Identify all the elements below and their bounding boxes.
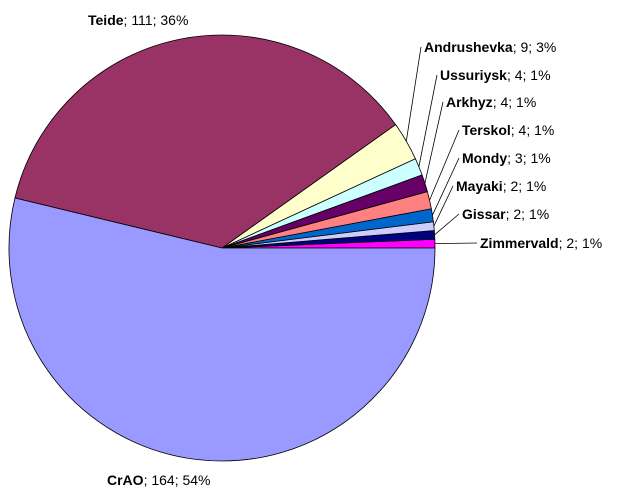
leader-line [432,157,460,216]
slice-value: 164 [151,472,175,488]
slice-percent: 1% [582,235,602,251]
separator: ; [559,235,567,251]
slice-label: CrAO; 164; 54% [107,472,211,488]
slice-name: Gissar [462,206,506,222]
leader-line [405,46,422,142]
slice-value: 2 [510,178,518,194]
slice-percent: 54% [182,472,210,488]
separator: ; [175,472,183,488]
slice-label: Teide; 111; 36% [88,12,188,28]
separator: ; [513,39,521,55]
slice-percent: 1% [516,94,536,110]
slice-value: 2 [513,206,521,222]
separator: ; [523,67,531,83]
separator: ; [507,150,515,166]
slice-value: 111 [131,12,152,28]
slice-value: 3 [515,150,523,166]
slice-label: Arkhyz; 4; 1% [446,94,536,110]
slice-label: Gissar; 2; 1% [462,206,549,222]
separator: ; [518,178,526,194]
slice-percent: 1% [526,178,546,194]
leader-line [429,129,460,201]
separator: ; [153,12,161,28]
slice-label: Terskol; 4; 1% [462,122,554,138]
slice-percent: 1% [530,150,550,166]
pie-slice [8,197,436,462]
slice-name: Arkhyz [446,94,493,110]
pie-slice [14,34,397,249]
separator: ; [526,122,534,138]
slice-value: 9 [520,39,528,55]
leader-line [424,101,444,184]
separator: ; [574,235,582,251]
slice-value: 4 [515,67,523,83]
leader-line [434,242,478,245]
separator: ; [493,94,501,110]
slice-name: Mondy [462,150,507,166]
slice-value: 4 [519,122,527,138]
slice-label: Mondy; 3; 1% [462,150,551,166]
slice-percent: 36% [160,12,188,28]
separator: ; [521,206,529,222]
slice-label: Ussuriysk; 4; 1% [440,67,551,83]
slice-percent: 3% [536,39,556,55]
slice-value: 2 [566,235,574,251]
slice-percent: 1% [534,122,554,138]
separator: ; [508,94,516,110]
slice-name: Andrushevka [424,39,513,55]
separator: ; [528,39,536,55]
separator: ; [523,150,531,166]
slice-percent: 1% [530,67,550,83]
slice-value: 4 [500,94,508,110]
leader-line [434,213,460,236]
leader-line [418,74,438,167]
slice-name: Mayaki [456,178,503,194]
slice-label: Zimmervald; 2; 1% [480,235,602,251]
separator: ; [503,178,511,194]
slice-label: Mayaki; 2; 1% [456,178,546,194]
slice-percent: 1% [529,206,549,222]
separator: ; [144,472,152,488]
separator: ; [506,206,514,222]
slice-label: Andrushevka; 9; 3% [424,39,556,55]
slice-name: Terskol [462,122,511,138]
leader-line [433,185,454,227]
slice-name: Ussuriysk [440,67,507,83]
separator: ; [507,67,515,83]
slice-name: Teide [88,12,124,28]
slice-name: Zimmervald [480,235,559,251]
separator: ; [511,122,519,138]
slice-name: CrAO [107,472,144,488]
separator: ; [124,12,132,28]
